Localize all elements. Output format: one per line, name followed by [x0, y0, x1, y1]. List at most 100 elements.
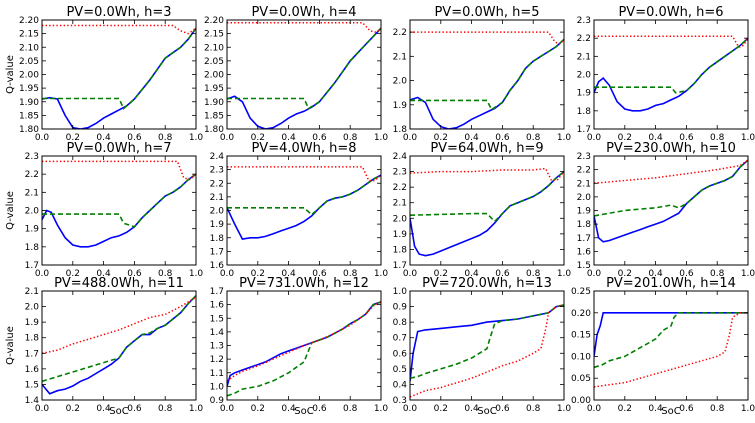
x-tick-label: 0.2	[618, 133, 632, 143]
x-tick-label: 0.6	[127, 404, 142, 414]
subplot-5: PV=0.0Wh, h=7 0.0 0.2 0.4 0.6 0.8 1.0 1.7 1.8 1.9…	[5, 141, 203, 279]
x-tick-label: 0.8	[343, 404, 358, 414]
y-tick-label: 0.20	[571, 309, 591, 319]
x-tick-label: 0.2	[251, 404, 265, 414]
plot-frame	[409, 19, 565, 130]
x-tick-label: 0.0	[587, 404, 602, 414]
series-solid-line	[410, 170, 564, 257]
y-tick-label: 0.8	[393, 318, 408, 328]
y-tick-label: 1.8	[25, 334, 40, 344]
x-tick-label: 0.4	[648, 269, 663, 279]
series-dotted-line	[594, 159, 748, 184]
series-dashed-line	[227, 301, 381, 397]
x-tick-label: 0.8	[710, 133, 725, 143]
x-tick-label: 0.4	[648, 404, 663, 414]
y-axis-label: Q-value	[5, 191, 16, 230]
y-tick-label: 0.3	[393, 396, 407, 406]
x-tick-label: 0.0	[403, 133, 418, 143]
series-solid-line	[42, 295, 196, 395]
y-tick-label: 2.15	[204, 30, 224, 40]
x-tick-label: 0.4	[281, 133, 296, 143]
subplot-title: PV=0.0Wh, h=5	[434, 5, 539, 20]
series-dotted-line	[410, 167, 564, 182]
y-tick-label: 1.95	[204, 84, 224, 94]
y-tick-label: 2.0	[393, 77, 408, 87]
x-tick-label: 0.4	[464, 269, 479, 279]
y-tick-label: 2.4	[393, 152, 408, 162]
y-tick-label: 1.80	[19, 125, 39, 135]
y-tick-label: 2.2	[210, 179, 224, 189]
y-tick-label: 2.0	[25, 303, 40, 313]
series-dashed-line	[42, 173, 196, 228]
y-tick-label: 1.7	[393, 261, 407, 271]
series-dotted-line	[594, 35, 748, 49]
y-tick-label: 1.8	[577, 220, 592, 230]
y-tick-label: 2.20	[204, 16, 224, 26]
x-tick-label: 0.2	[251, 269, 265, 279]
y-tick-label: 2.1	[393, 52, 407, 62]
x-tick-label: 0.0	[220, 404, 235, 414]
y-tick-label: 2.05	[19, 57, 39, 67]
subplot-12: PV=201.0Wh, h=14 0.0 0.2 0.4 0.6 0.8 1.0 0.00 0.…	[571, 276, 755, 417]
x-tick-label: 0.4	[281, 404, 296, 414]
x-tick-label: 0.8	[526, 404, 541, 414]
y-tick-label: 2.2	[393, 183, 407, 193]
y-tick-label: 1.7	[210, 247, 224, 257]
series-dashed-line	[42, 295, 196, 383]
y-tick-label: 2.4	[210, 152, 225, 162]
x-tick-label: 1.0	[741, 404, 755, 414]
x-tick-label: 1.0	[374, 404, 389, 414]
series-dotted-line	[227, 166, 381, 182]
series-dashed-line	[410, 304, 564, 379]
y-tick-label: 0.9	[393, 303, 408, 313]
x-tick-label: 1.0	[374, 269, 389, 279]
y-tick-label: 1.6	[577, 247, 592, 257]
x-tick-label: 0.6	[495, 133, 510, 143]
y-tick-label: 1.6	[210, 261, 225, 271]
y-tick-label: 2.05	[204, 57, 224, 67]
x-tick-label: 0.4	[96, 404, 111, 414]
series-solid-line	[227, 301, 381, 387]
y-tick-label: 1.3	[210, 342, 224, 352]
x-tick-label: 1.0	[557, 133, 572, 143]
y-tick-label: 1.2	[210, 355, 224, 365]
x-tick-label: 0.8	[526, 269, 541, 279]
y-tick-label: 2.2	[25, 170, 39, 180]
y-tick-label: 2.2	[393, 28, 407, 38]
x-tick-label: 0.2	[434, 133, 448, 143]
y-tick-label: 2.1	[25, 188, 39, 198]
subplot-title: PV=230.0Wh, h=10	[606, 141, 736, 156]
series-solid-line	[410, 304, 564, 382]
y-tick-label: 1.7	[25, 261, 39, 271]
y-tick-label: 1.5	[577, 261, 591, 271]
y-tick-label: 1.6	[25, 365, 40, 375]
subplot-title: PV=4.0Wh, h=8	[251, 141, 356, 156]
y-tick-label: 0.5	[393, 365, 407, 375]
subplot-3: PV=0.0Wh, h=5 0.0 0.2 0.4 0.6 0.8 1.0 1.8 1.9 2.0…	[393, 5, 572, 143]
x-tick-label: 0.4	[464, 133, 479, 143]
subplot-title: PV=488.0Wh, h=11	[54, 276, 184, 291]
y-tick-label: 2.1	[210, 193, 224, 203]
y-tick-label: 1.4	[210, 328, 225, 338]
x-tick-label: 0.6	[312, 269, 327, 279]
x-tick-label: 0.2	[66, 269, 80, 279]
subplot-title: PV=64.0Wh, h=9	[430, 141, 543, 156]
x-axis-label: SoC	[661, 406, 680, 417]
series-solid-line	[594, 159, 748, 243]
y-tick-label: 1.85	[204, 111, 224, 121]
x-tick-label: 0.2	[618, 404, 632, 414]
subplot-11: PV=720.0Wh, h=13 0.0 0.2 0.4 0.6 0.8 1.0 0.3 0.4…	[393, 276, 572, 417]
y-tick-label: 1.9	[25, 225, 40, 235]
y-tick-label: 1.0	[393, 287, 408, 297]
x-tick-label: 0.6	[679, 404, 694, 414]
x-tick-label: 0.8	[710, 269, 725, 279]
plot-frame	[41, 155, 197, 266]
subplot-title: PV=0.0Wh, h=6	[618, 5, 723, 20]
subplot-title: PV=720.0Wh, h=13	[422, 276, 552, 291]
x-tick-label: 0.6	[679, 133, 694, 143]
x-tick-label: 0.0	[220, 269, 235, 279]
y-tick-label: 2.00	[19, 71, 39, 81]
x-tick-label: 0.0	[403, 404, 418, 414]
x-tick-label: 0.8	[710, 404, 725, 414]
